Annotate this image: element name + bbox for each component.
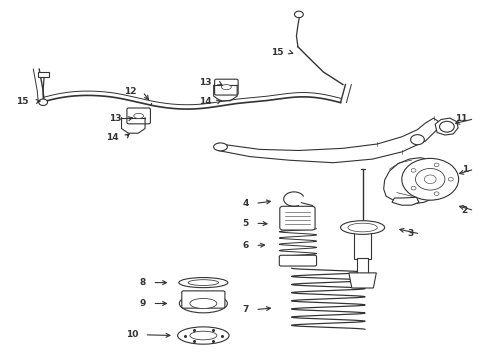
Ellipse shape	[134, 113, 144, 118]
FancyBboxPatch shape	[182, 291, 225, 308]
Ellipse shape	[341, 221, 385, 234]
Polygon shape	[349, 273, 376, 288]
Text: 11: 11	[455, 114, 468, 123]
FancyBboxPatch shape	[357, 258, 368, 274]
Text: 13: 13	[109, 114, 122, 123]
Circle shape	[411, 135, 424, 145]
Ellipse shape	[188, 280, 219, 285]
Ellipse shape	[179, 278, 228, 288]
Text: 2: 2	[462, 206, 468, 215]
Text: 6: 6	[243, 241, 249, 250]
Text: 4: 4	[243, 199, 249, 208]
Polygon shape	[435, 118, 458, 135]
Polygon shape	[38, 72, 49, 77]
FancyBboxPatch shape	[127, 108, 150, 124]
Ellipse shape	[190, 331, 217, 340]
Circle shape	[39, 99, 48, 105]
Ellipse shape	[221, 85, 231, 90]
Circle shape	[402, 158, 459, 200]
Text: 14: 14	[199, 97, 212, 106]
Polygon shape	[384, 158, 447, 204]
FancyBboxPatch shape	[279, 255, 317, 266]
Text: 7: 7	[243, 305, 249, 314]
Circle shape	[448, 177, 453, 181]
Text: 13: 13	[199, 78, 212, 87]
Ellipse shape	[214, 143, 227, 151]
Polygon shape	[392, 197, 419, 205]
Text: 12: 12	[123, 87, 136, 96]
Circle shape	[434, 192, 439, 195]
Text: 15: 15	[270, 48, 283, 57]
Circle shape	[434, 163, 439, 167]
Text: 8: 8	[140, 278, 146, 287]
Text: 1: 1	[462, 165, 468, 174]
Circle shape	[424, 175, 436, 184]
Text: 3: 3	[408, 230, 414, 239]
FancyBboxPatch shape	[280, 206, 315, 230]
Text: 5: 5	[243, 219, 249, 228]
Circle shape	[411, 168, 416, 172]
Circle shape	[294, 11, 303, 18]
Circle shape	[411, 186, 416, 190]
Ellipse shape	[348, 223, 377, 232]
FancyBboxPatch shape	[354, 227, 371, 259]
Text: 14: 14	[106, 133, 119, 142]
Text: 9: 9	[140, 299, 146, 308]
Text: 15: 15	[16, 97, 28, 106]
Circle shape	[440, 121, 454, 132]
FancyBboxPatch shape	[215, 79, 238, 95]
Ellipse shape	[177, 327, 229, 344]
Ellipse shape	[190, 298, 217, 309]
Ellipse shape	[179, 294, 227, 313]
Text: 10: 10	[126, 330, 138, 339]
Polygon shape	[218, 118, 439, 163]
Circle shape	[416, 168, 445, 190]
